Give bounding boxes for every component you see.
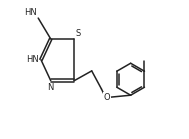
- Text: O: O: [104, 93, 110, 102]
- Text: S: S: [75, 28, 81, 38]
- Text: HN: HN: [27, 55, 39, 64]
- Text: N: N: [47, 83, 54, 92]
- Text: HN: HN: [24, 8, 36, 17]
